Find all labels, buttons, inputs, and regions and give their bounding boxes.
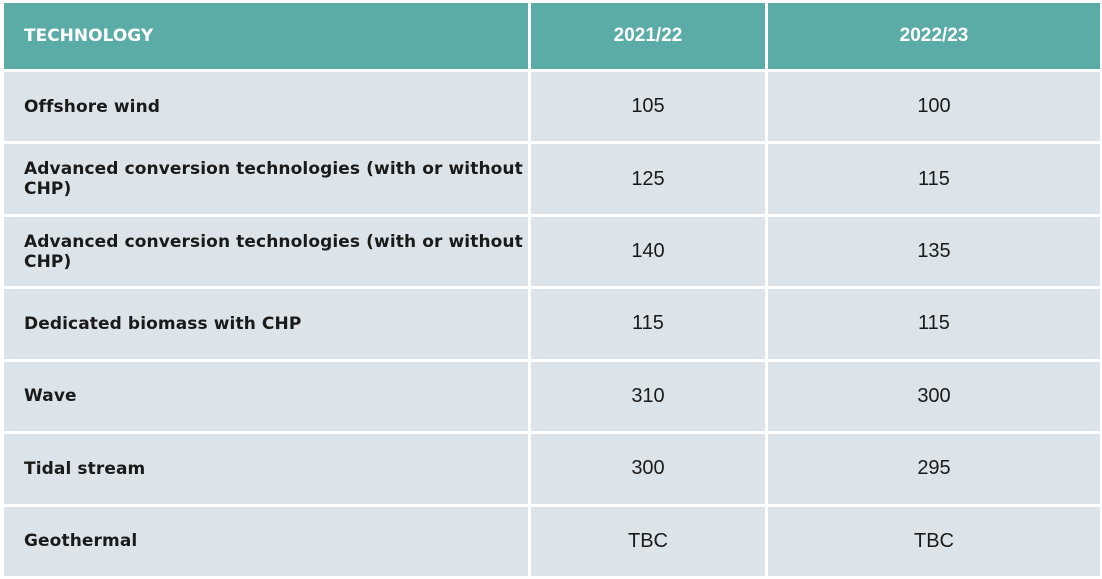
row-3-technology: Advanced conversion technologies (with o… (4, 216, 528, 287)
row-1-2022-23: 100 (768, 72, 1100, 142)
row-6-2022-23: 295 (768, 434, 1100, 504)
technology-table: TECHNOLOGY 2021/22 2022/23 Offshore wind… (4, 3, 1100, 576)
row-7-technology: Geothermal (4, 506, 528, 576)
row-2-2021-22: 125 (531, 144, 765, 214)
row-2-technology: Advanced conversion technologies (with o… (4, 144, 528, 214)
row-6-2021-22: 300 (531, 434, 765, 504)
row-4-technology: Dedicated biomass with CHP (4, 289, 528, 359)
header-technology: TECHNOLOGY (4, 3, 528, 69)
row-3-2021-22: 140 (531, 216, 765, 287)
row-5-2022-23: 300 (768, 361, 1100, 432)
row-2-2022-23: 115 (768, 144, 1100, 214)
row-4-2022-23: 115 (768, 289, 1100, 359)
row-7-2021-22: TBC (531, 506, 765, 576)
row-3-2022-23: 135 (768, 216, 1100, 287)
row-7-2022-23: TBC (768, 506, 1100, 576)
header-2022-23: 2022/23 (768, 3, 1100, 69)
row-1-2021-22: 105 (531, 72, 765, 142)
row-5-2021-22: 310 (531, 361, 765, 432)
header-2021-22: 2021/22 (531, 3, 765, 69)
row-4-2021-22: 115 (531, 289, 765, 359)
row-6-technology: Tidal stream (4, 434, 528, 504)
row-5-technology: Wave (4, 361, 528, 432)
row-1-technology: Offshore wind (4, 72, 528, 142)
